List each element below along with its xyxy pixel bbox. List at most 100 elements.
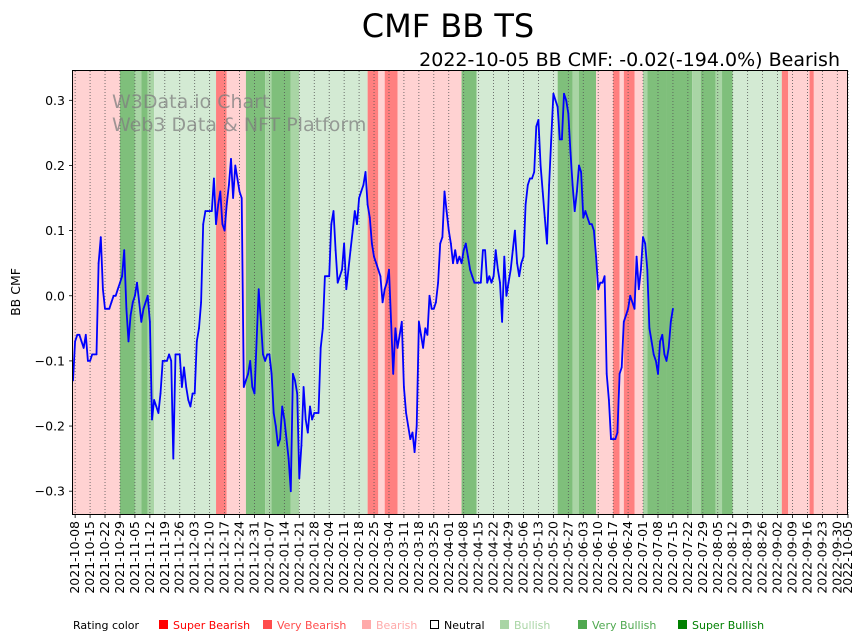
cmf-point	[533, 171, 536, 173]
cmf-point	[460, 262, 463, 265]
cmf-point	[95, 353, 98, 356]
x-tick-label: 2021-10-29	[112, 521, 127, 594]
cmf-point	[332, 210, 335, 212]
cmf-point	[358, 197, 360, 199]
cmf-point	[650, 340, 653, 343]
cmf-point	[324, 275, 326, 278]
y-tick-label: 0.3	[45, 93, 65, 108]
cmf-point	[166, 360, 168, 362]
cmf-point	[430, 307, 433, 310]
cmf-point	[518, 275, 521, 278]
cmf-point	[441, 236, 444, 239]
cmf-point	[202, 223, 205, 225]
cmf-point	[232, 197, 235, 199]
cmf-point	[625, 314, 627, 317]
cmf-point	[385, 281, 388, 284]
cmf-point	[567, 112, 570, 115]
cmf-point	[633, 307, 636, 310]
cmf-point	[396, 346, 399, 349]
cmf-point	[509, 268, 512, 271]
x-tick-label: 2021-11-26	[172, 521, 187, 594]
cmf-point	[422, 346, 425, 349]
cmf-point	[206, 210, 209, 212]
x-tick-label: 2021-11-05	[127, 521, 142, 594]
cmf-point	[479, 281, 482, 284]
cmf-point	[247, 373, 249, 375]
cmf-point	[283, 418, 286, 421]
cmf-point	[622, 320, 625, 323]
cmf-point	[80, 340, 83, 343]
cmf-point	[110, 301, 113, 304]
cmf-point	[631, 301, 634, 304]
cmf-point	[217, 203, 220, 206]
cmf-point	[413, 451, 416, 454]
x-tick-label: 2022-02-04	[321, 521, 336, 594]
x-tick-label: 2022-09-02	[770, 521, 785, 594]
cmf-point	[112, 294, 115, 297]
cmf-point	[428, 294, 431, 297]
cmf-point	[575, 190, 578, 193]
cmf-point	[168, 353, 170, 356]
rating-band	[788, 71, 810, 514]
cmf-point	[672, 307, 674, 310]
cmf-point	[627, 307, 629, 310]
cmf-point	[172, 457, 175, 460]
cmf-point	[546, 242, 548, 245]
cmf-point	[541, 190, 544, 193]
cmf-point	[266, 353, 269, 356]
cmf-line	[72, 92, 674, 493]
cmf-point	[185, 386, 188, 388]
legend-label: Bearish	[376, 619, 417, 632]
cmf-point	[652, 353, 655, 356]
cmf-point	[330, 223, 333, 225]
cmf-point	[153, 399, 156, 401]
cmf-point	[195, 340, 198, 343]
cmf-point	[123, 249, 126, 252]
cmf-point	[183, 366, 185, 369]
cmf-point	[537, 118, 540, 121]
legend-swatch	[159, 620, 168, 629]
x-tick-label: 2022-05-27	[560, 521, 575, 594]
rating-band	[367, 71, 379, 514]
cmf-point	[144, 301, 147, 304]
cmf-point	[116, 288, 119, 291]
y-tick-label: 0.0	[45, 288, 65, 303]
cmf-point	[155, 405, 158, 408]
cmf-point	[159, 392, 162, 395]
rating-band	[290, 71, 300, 514]
cmf-point	[82, 346, 85, 349]
cmf-point	[494, 249, 497, 252]
x-tick-label: 2022-08-26	[755, 521, 770, 594]
cmf-point	[484, 249, 486, 252]
cmf-point	[253, 392, 256, 395]
rating-band	[809, 71, 814, 514]
x-tick-label: 2022-06-03	[575, 521, 590, 594]
y-axis-label: BB CMF	[8, 268, 23, 316]
cmf-point	[97, 262, 100, 265]
legend-label: Super Bearish	[173, 619, 250, 632]
cmf-point	[379, 275, 382, 278]
cmf-point	[93, 353, 96, 356]
x-tick-label: 2022-07-29	[695, 521, 710, 594]
rating-band	[715, 71, 723, 514]
cmf-point	[351, 229, 354, 232]
cmf-point	[234, 164, 237, 167]
rating-band	[119, 71, 135, 514]
x-tick-label: 2022-07-22	[680, 521, 695, 594]
rating-band	[647, 71, 667, 514]
x-tick-label: 2021-10-08	[67, 521, 82, 594]
cmf-point	[108, 307, 111, 310]
cmf-point	[119, 281, 121, 284]
cmf-point	[281, 405, 284, 408]
cmf-point	[366, 203, 369, 206]
cmf-point	[304, 418, 307, 421]
cmf-point	[134, 294, 136, 297]
cmf-point	[439, 242, 442, 245]
cmf-point	[313, 412, 316, 414]
rating-band	[245, 71, 266, 514]
cmf-point	[522, 255, 525, 258]
x-tick-label: 2022-04-08	[456, 521, 471, 594]
cmf-point	[225, 203, 228, 206]
cmf-point	[89, 360, 91, 362]
cmf-point	[309, 405, 311, 408]
